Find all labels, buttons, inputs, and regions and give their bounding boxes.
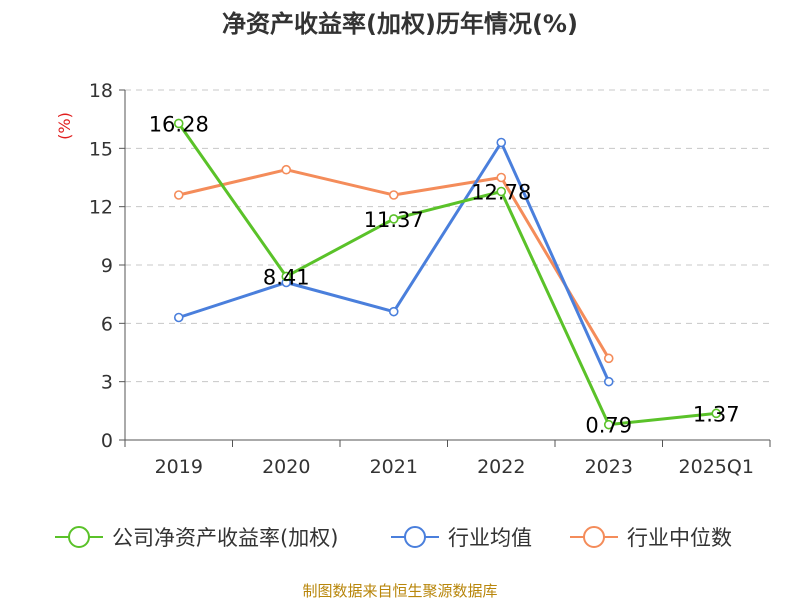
data-point xyxy=(173,190,184,200)
data-point xyxy=(496,186,507,197)
axes: 0 3 6 9 12 15 18 2019 2020 2021 2022 2023 2025Q1 xyxy=(89,80,771,478)
x-tick-label: 2019 xyxy=(155,456,203,478)
series-layer xyxy=(173,118,722,430)
legend-item: 行业均值 xyxy=(391,526,532,550)
data-point xyxy=(281,271,292,282)
legend-item: 行业中位数 xyxy=(570,526,732,550)
legend-marker xyxy=(68,526,90,548)
x-tick-label: 2025Q1 xyxy=(679,456,754,478)
data-point xyxy=(388,190,399,200)
legend-marker xyxy=(404,526,426,548)
data-point xyxy=(281,164,292,175)
data-labels: 16.28 8.41 11.37 12.78 0.79 1.37 xyxy=(149,112,740,437)
data-label: 0.79 xyxy=(585,414,632,438)
grid-lines xyxy=(125,89,770,383)
data-point xyxy=(388,214,399,224)
x-tick-label: 2021 xyxy=(370,456,418,478)
source-note: 制图数据来自恒生聚源数据库 xyxy=(302,582,497,600)
data-point xyxy=(496,172,507,183)
y-tick-label: 12 xyxy=(89,197,113,219)
legend: 公司净资产收益率(加权) 行业均值 行业中位数 xyxy=(55,526,732,550)
legend-marker xyxy=(583,526,605,548)
data-point xyxy=(603,376,614,387)
data-label: 11.37 xyxy=(364,208,424,232)
data-point xyxy=(173,312,184,323)
data-point xyxy=(603,353,614,364)
x-tick-label: 2023 xyxy=(585,456,633,478)
data-point xyxy=(173,118,184,129)
y-tick-label: 0 xyxy=(101,430,113,452)
data-point xyxy=(603,419,614,430)
legend-label: 行业中位数 xyxy=(627,526,732,550)
y-axis-unit: (%) xyxy=(55,112,74,140)
data-label: 8.41 xyxy=(263,265,310,289)
series-line xyxy=(177,122,717,427)
legend-item: 公司净资产收益率(加权) xyxy=(55,526,338,550)
x-tick-label: 2022 xyxy=(477,456,525,478)
data-label: 1.37 xyxy=(693,402,740,426)
data-point xyxy=(496,137,507,148)
legend-label: 公司净资产收益率(加权) xyxy=(112,526,338,550)
data-point xyxy=(388,306,399,317)
y-tick-label: 15 xyxy=(89,138,113,160)
y-tick-label: 3 xyxy=(101,372,113,394)
x-tick-label: 2020 xyxy=(262,456,310,478)
legend-label: 行业均值 xyxy=(448,526,532,550)
y-tick-label: 18 xyxy=(89,80,113,102)
data-label: 12.78 xyxy=(471,181,531,205)
data-label: 16.28 xyxy=(149,112,209,136)
chart-title: 净资产收益率(加权)历年情况(%) xyxy=(222,10,578,38)
data-point xyxy=(711,408,722,419)
y-tick-label: 6 xyxy=(101,313,113,335)
y-tick-label: 9 xyxy=(101,255,113,277)
